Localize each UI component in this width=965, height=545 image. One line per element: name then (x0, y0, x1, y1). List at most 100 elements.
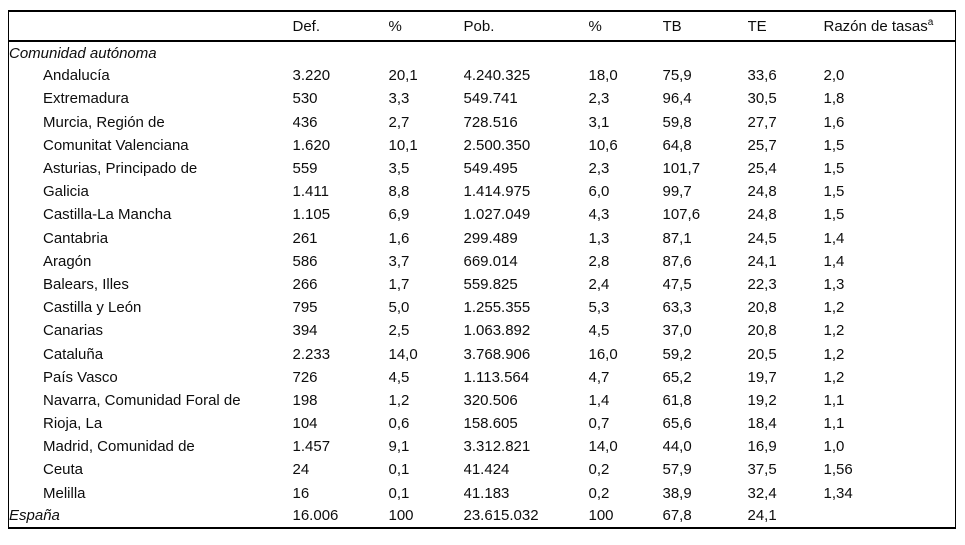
table-row: Rioja, La 104 0,6 158.605 0,7 65,6 18,4 … (9, 412, 956, 435)
row-label: Asturias, Principado de (43, 160, 198, 178)
cell-pct-pob: 5,3 (588, 299, 610, 317)
cell-te: 18,4 (747, 415, 777, 433)
row-label: Ceuta (43, 461, 84, 479)
cell-razon: 2,0 (823, 67, 845, 85)
row-label: Aragón (43, 252, 92, 270)
table-row: Murcia, Región de 436 2,7 728.516 3,1 59… (9, 111, 956, 134)
cell-tb: 87,1 (662, 229, 692, 247)
cell-pob: 728.516 (463, 113, 518, 131)
cell-pct-def: 0,1 (388, 484, 410, 502)
cell-pob: 1.113.564 (463, 368, 530, 386)
cell-pct-def: 8,8 (388, 183, 410, 201)
cell-def: 198 (292, 391, 318, 409)
row-label: Castilla y León (43, 299, 142, 317)
cell-def: 1.457 (292, 438, 331, 456)
col-header-pct-def: % (388, 11, 464, 42)
cell-def: 726 (292, 368, 318, 386)
cell-te: 24,5 (747, 229, 777, 247)
cell-razon: 1,34 (823, 484, 853, 502)
cell-razon: 1,6 (823, 113, 845, 131)
total-cell-te: 24,1 (747, 507, 777, 525)
cell-pct-pob: 10,6 (588, 136, 618, 154)
cell-def: 1.411 (292, 183, 329, 201)
cell-te: 25,7 (747, 136, 777, 154)
cell-razon: 1,5 (823, 136, 845, 154)
cell-razon: 1,1 (823, 415, 845, 433)
cell-def: 559 (292, 160, 318, 178)
cell-te: 20,8 (747, 299, 777, 317)
cell-pct-def: 10,1 (388, 136, 418, 154)
table-row: Melilla 16 0,1 41.183 0,2 38,9 32,4 1,34 (9, 482, 956, 505)
table-row: Navarra, Comunidad Foral de 198 1,2 320.… (9, 389, 956, 412)
cell-pct-pob: 6,0 (588, 183, 610, 201)
cell-te: 16,9 (747, 438, 777, 456)
row-label: Castilla-La Mancha (43, 206, 172, 224)
cell-te: 20,8 (747, 322, 777, 340)
cell-pct-pob: 2,3 (588, 90, 610, 108)
cell-pct-pob: 1,3 (588, 229, 610, 247)
cell-te: 24,8 (747, 206, 777, 224)
cell-razon: 1,2 (823, 299, 845, 317)
cell-razon: 1,5 (823, 206, 845, 224)
table-row: Ceuta 24 0,1 41.424 0,2 57,9 37,5 1,56 (9, 458, 956, 481)
total-cell-pob: 23.615.032 (463, 507, 539, 525)
cell-te: 27,7 (747, 113, 777, 131)
row-label: Murcia, Región de (43, 113, 165, 131)
cell-razon: 1,0 (823, 438, 845, 456)
cell-pct-pob: 4,3 (588, 206, 610, 224)
cell-pct-def: 1,7 (388, 275, 410, 293)
cell-razon: 1,4 (823, 252, 845, 270)
table-row: Asturias, Principado de 559 3,5 549.495 … (9, 157, 956, 180)
footnote-marker-a: a (927, 16, 934, 28)
row-label: Cataluña (43, 345, 104, 363)
cell-pct-def: 0,6 (388, 415, 410, 433)
cell-te: 24,1 (747, 252, 777, 270)
col-header-razon-label: Razón de tasas (823, 17, 928, 35)
cell-pob: 1.063.892 (463, 322, 531, 340)
cell-tb: 64,8 (662, 136, 692, 154)
cell-pct-pob: 4,5 (588, 322, 610, 340)
table-row: Extremadura 530 3,3 549.741 2,3 96,4 30,… (9, 87, 956, 110)
cell-tb: 96,4 (662, 90, 692, 108)
table-row: País Vasco 726 4,5 1.113.564 4,7 65,2 19… (9, 366, 956, 389)
cell-pct-def: 4,5 (388, 368, 410, 386)
cell-razon: 1,56 (823, 461, 853, 479)
cell-te: 32,4 (747, 484, 777, 502)
table-body: Comunidad autónoma Andalucía 3.220 20,1 … (9, 41, 956, 528)
cell-tb: 44,0 (662, 438, 692, 456)
group-header-row: Comunidad autónoma (9, 41, 956, 64)
cell-pct-pob: 3,1 (588, 113, 610, 131)
row-label: Navarra, Comunidad Foral de (43, 391, 241, 409)
cell-razon: 1,8 (823, 90, 845, 108)
cell-pob: 4.240.325 (463, 67, 531, 85)
table-row: Cataluña 2.233 14,0 3.768.906 16,0 59,2 … (9, 342, 956, 365)
cell-pct-def: 2,5 (388, 322, 410, 340)
cell-pob: 669.014 (463, 252, 518, 270)
cell-pob: 1.255.355 (463, 299, 531, 317)
cell-pct-pob: 4,7 (588, 368, 610, 386)
cell-pct-def: 9,1 (388, 438, 410, 456)
mortality-rates-table: Def. % Pob. % TB TE Razón de tasasa Comu… (8, 10, 956, 529)
cell-def: 530 (292, 90, 318, 108)
col-header-pob: Pob. (463, 11, 589, 42)
table-row: Balears, Illes 266 1,7 559.825 2,4 47,5 … (9, 273, 956, 296)
row-label: País Vasco (43, 368, 118, 386)
table-total-row: España 16.006 100 23.615.032 100 67,8 24… (9, 505, 956, 528)
cell-pct-def: 1,6 (388, 229, 410, 247)
cell-pob: 549.741 (463, 90, 518, 108)
table-row: Comunitat Valenciana 1.620 10,1 2.500.35… (9, 134, 956, 157)
cell-tb: 59,8 (662, 113, 692, 131)
col-header-blank (8, 11, 293, 42)
cell-pob: 559.825 (463, 275, 518, 293)
col-header-razon: Razón de tasasa (823, 11, 956, 42)
table-header-row: Def. % Pob. % TB TE Razón de tasasa (8, 11, 956, 42)
row-label: Madrid, Comunidad de (43, 438, 195, 456)
cell-pct-pob: 16,0 (588, 345, 618, 363)
table-row: Cantabria 261 1,6 299.489 1,3 87,1 24,5 … (9, 227, 956, 250)
cell-pct-pob: 0,2 (588, 461, 610, 479)
cell-pob: 158.605 (463, 415, 518, 433)
cell-pct-def: 2,7 (388, 113, 410, 131)
cell-tb: 75,9 (662, 67, 692, 85)
cell-te: 30,5 (747, 90, 777, 108)
cell-te: 25,4 (747, 160, 777, 178)
